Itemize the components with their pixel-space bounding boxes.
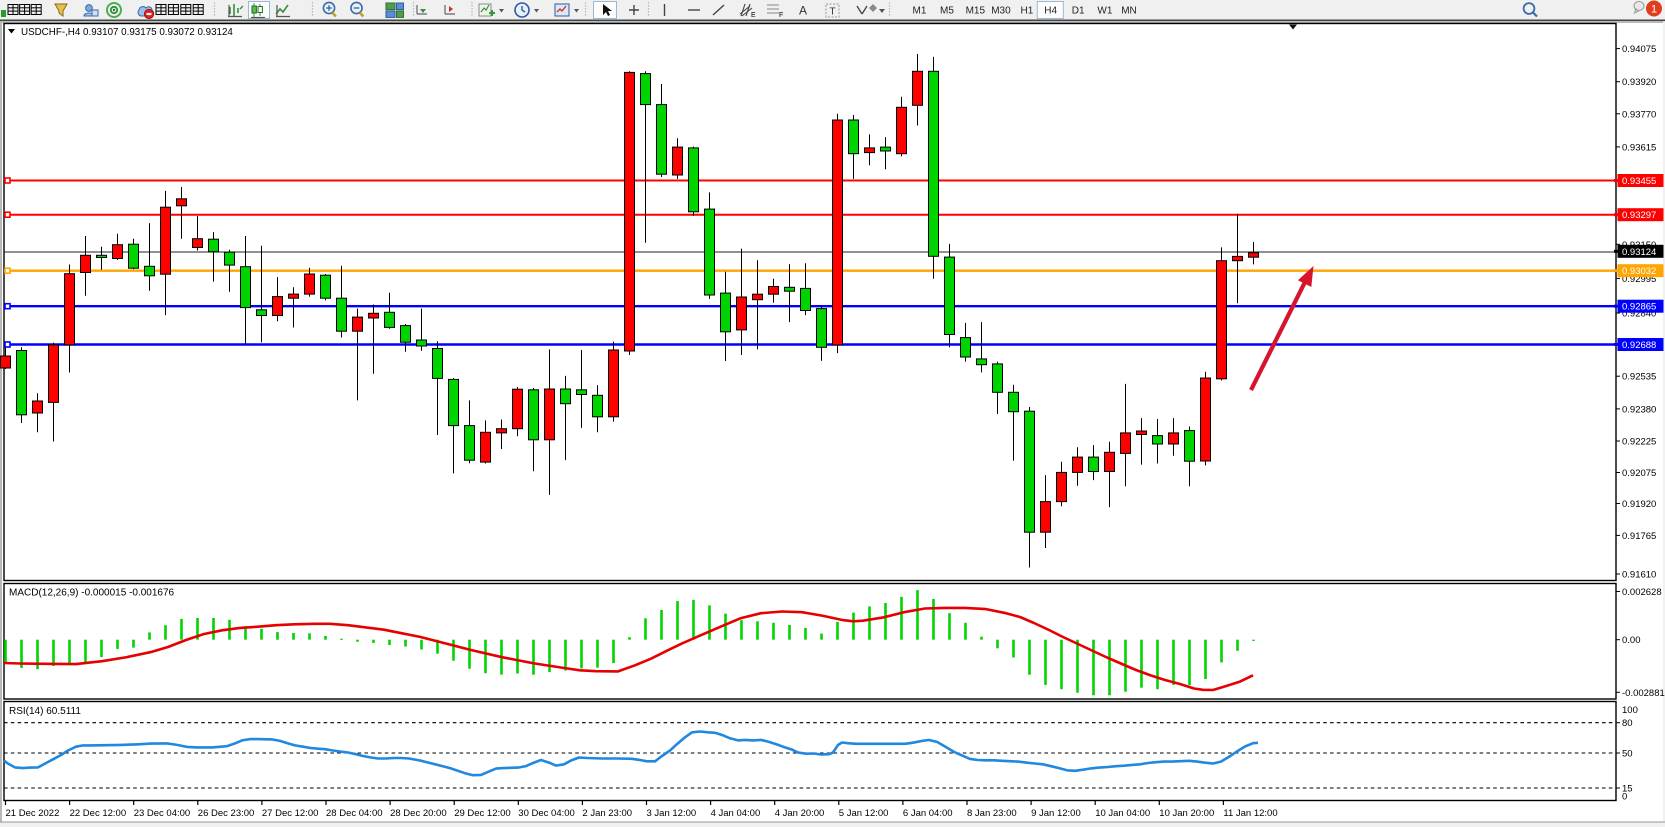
svg-text:0.93455: 0.93455 [1622,176,1656,187]
svg-text:M1: M1 [913,6,927,17]
svg-text:M15: M15 [966,6,986,17]
svg-text:0.93920: 0.93920 [1622,77,1656,88]
svg-text:4 Jan 04:00: 4 Jan 04:00 [711,808,761,819]
svg-text:D1: D1 [1072,6,1085,17]
svg-text:1: 1 [1651,4,1657,16]
svg-text:11 Jan 12:00: 11 Jan 12:00 [1223,808,1277,819]
svg-text:0.92865: 0.92865 [1622,302,1656,313]
svg-text:0.92075: 0.92075 [1622,468,1656,479]
svg-text:F: F [779,12,783,19]
svg-text:0.002628: 0.002628 [1622,587,1662,598]
svg-text:0.93124: 0.93124 [1622,247,1656,258]
svg-text:0: 0 [1622,791,1627,802]
svg-text:M5: M5 [940,6,954,17]
svg-text:0.92840: 0.92840 [1622,309,1656,320]
svg-text:80: 80 [1622,718,1633,729]
svg-text:0.92535: 0.92535 [1622,372,1656,383]
svg-text:MACD(12,26,9) -0.000015 -0.001: MACD(12,26,9) -0.000015 -0.001676 [9,588,175,599]
svg-text:RSI(14) 60.5111: RSI(14) 60.5111 [9,706,81,717]
svg-text:0.91610: 0.91610 [1622,570,1656,581]
svg-text:15: 15 [1622,784,1633,795]
svg-text:A: A [799,4,807,18]
svg-text:M30: M30 [991,6,1011,17]
svg-text:28 Dec 20:00: 28 Dec 20:00 [390,808,447,819]
svg-text:MN: MN [1121,6,1137,17]
svg-text:0.93770: 0.93770 [1622,109,1656,120]
svg-text:E: E [751,12,756,19]
svg-text:6 Jan 04:00: 6 Jan 04:00 [903,808,953,819]
svg-text:T: T [830,7,836,18]
svg-text:0.93032: 0.93032 [1622,266,1656,277]
svg-text:22 Dec 12:00: 22 Dec 12:00 [70,808,127,819]
svg-text:0.92225: 0.92225 [1622,437,1656,448]
svg-text:30 Dec 04:00: 30 Dec 04:00 [518,808,575,819]
svg-text:4 Jan 20:00: 4 Jan 20:00 [775,808,825,819]
svg-text:0.00: 0.00 [1622,635,1641,646]
svg-text:0.93615: 0.93615 [1622,142,1656,153]
svg-text:23 Dec 04:00: 23 Dec 04:00 [134,808,191,819]
svg-text:-0.002881: -0.002881 [1622,688,1665,699]
svg-text:0.91765: 0.91765 [1622,531,1656,542]
svg-text:10 Jan 20:00: 10 Jan 20:00 [1159,808,1214,819]
svg-text:H1: H1 [1021,6,1034,17]
svg-text:21 Dec 2022: 21 Dec 2022 [6,808,60,819]
svg-text:29 Dec 12:00: 29 Dec 12:00 [454,808,511,819]
svg-text:8 Jan 23:00: 8 Jan 23:00 [967,808,1017,819]
svg-text:0.92380: 0.92380 [1622,404,1656,415]
svg-text:0.94075: 0.94075 [1622,44,1656,55]
svg-text:W1: W1 [1097,6,1112,17]
svg-text:28 Dec 04:00: 28 Dec 04:00 [326,808,383,819]
svg-text:100: 100 [1622,705,1638,716]
svg-text:5 Jan 12:00: 5 Jan 12:00 [839,808,889,819]
svg-text:27 Dec 12:00: 27 Dec 12:00 [262,808,319,819]
svg-text:0.91920: 0.91920 [1622,499,1656,510]
svg-text:0.92995: 0.92995 [1622,274,1656,285]
svg-text:2 Jan 23:00: 2 Jan 23:00 [582,808,632,819]
svg-text:26 Dec 23:00: 26 Dec 23:00 [198,808,255,819]
svg-text:0.93297: 0.93297 [1622,210,1656,221]
svg-text:USDCHF-,H4 0.93107 0.93175 0.: USDCHF-,H4 0.93107 0.93175 0.93072 0.931… [21,27,233,38]
svg-text:9 Jan 12:00: 9 Jan 12:00 [1031,808,1081,819]
svg-text:50: 50 [1622,749,1633,760]
svg-text:H4: H4 [1044,6,1057,17]
svg-text:10 Jan 04:00: 10 Jan 04:00 [1095,808,1150,819]
svg-text:3 Jan 12:00: 3 Jan 12:00 [647,808,697,819]
svg-text:0.92688: 0.92688 [1622,340,1656,351]
